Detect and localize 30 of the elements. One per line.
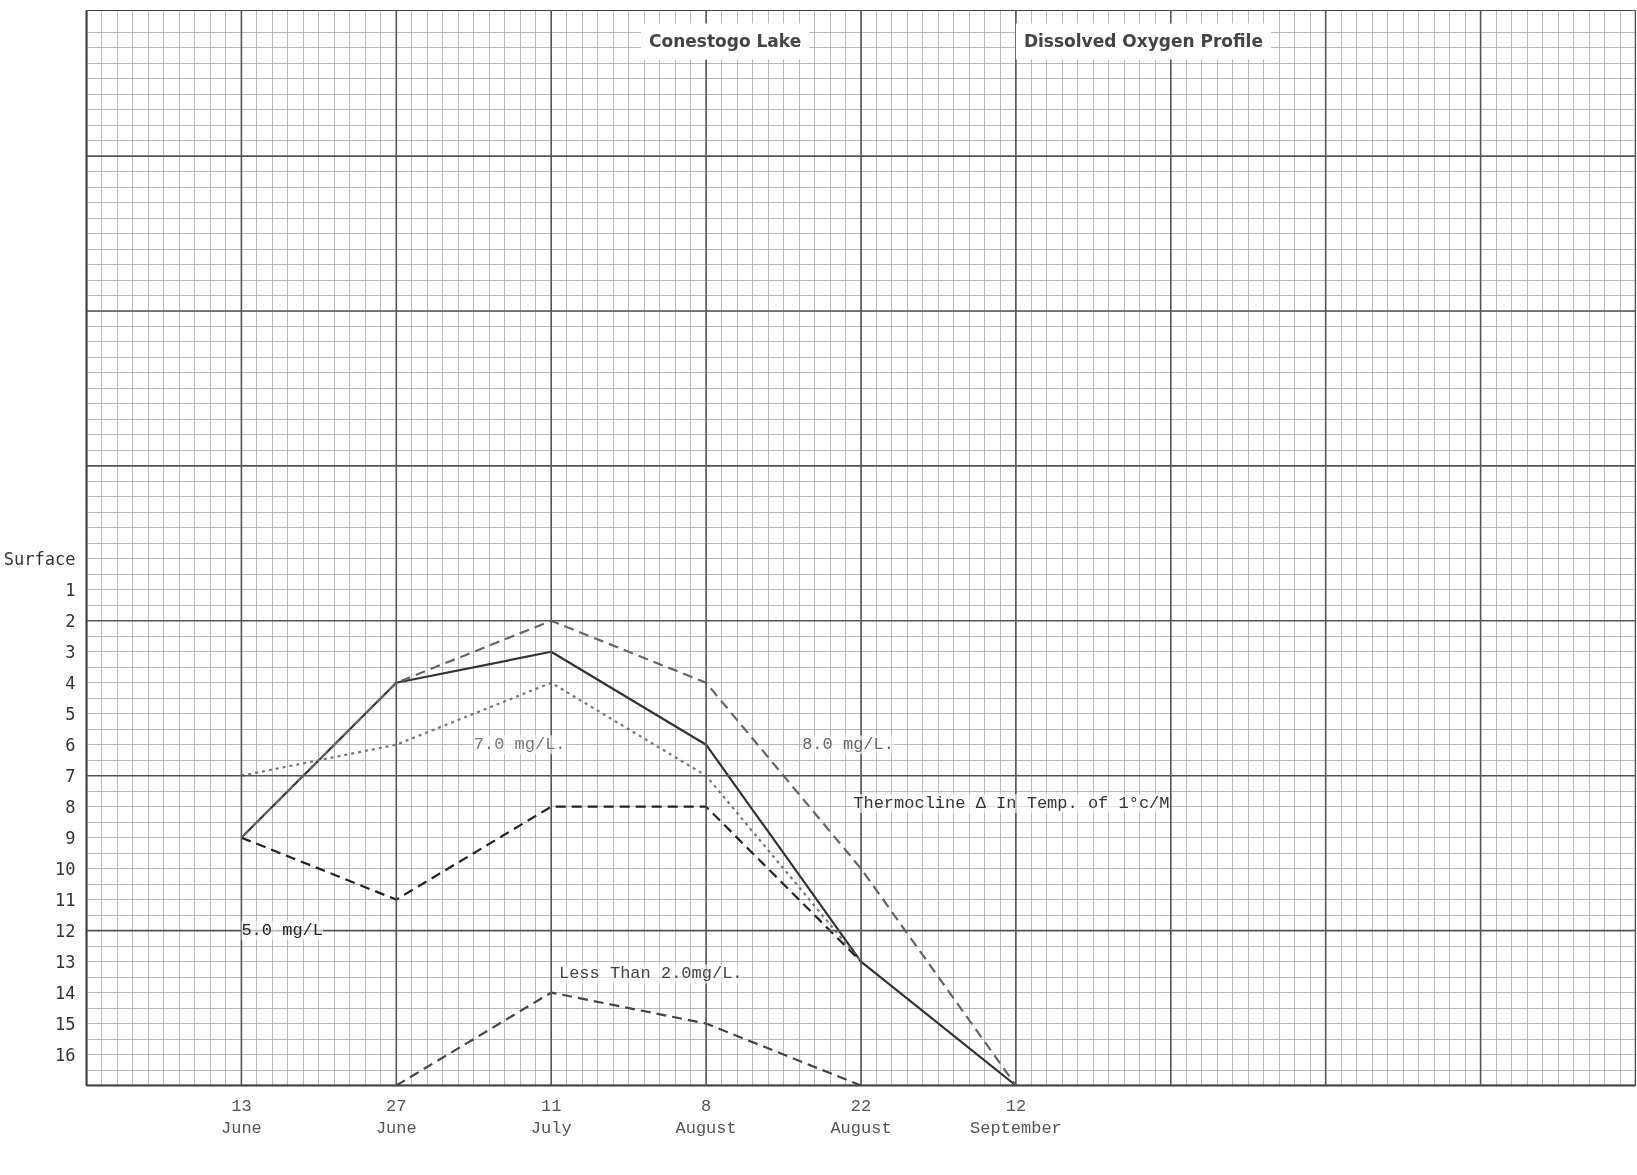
x-tick-label: 27 June [375,1096,417,1139]
text: Dissolved Oxygen Profile [1023,31,1263,52]
y-tick-label: 5 [65,703,76,724]
y-tick-label: 12 [55,920,76,941]
y-tick-label: 10 [55,858,76,879]
text: 5.0 mg/L [241,921,324,941]
series-label: 7.0 mg/L. [473,735,566,755]
y-tick-label: Surface [3,548,76,569]
y-tick-label: 14 [55,982,76,1003]
text: Conestogo Lake [649,31,802,52]
x-tick-label: 13 June [221,1096,262,1139]
y-tick-label: 4 [65,672,76,693]
y-tick-label: 1 [65,579,76,600]
y-tick-label: 2 [65,610,76,631]
y-tick-label: 6 [65,734,76,755]
y-tick-label: 15 [55,1013,76,1034]
y-tick-label: 7 [65,765,76,786]
y-tick-label: 8 [65,796,76,817]
y-tick-label: 11 [55,889,76,910]
text: Thermocline Δ In Temp. of 1°c/M [853,794,1170,814]
y-tick-label: 16 [55,1044,76,1065]
series-label: 8.0 mg/L. [802,735,894,755]
x-tick-label: 11 July [530,1096,572,1139]
y-tick-label: 9 [65,827,76,848]
y-tick-label: 3 [65,641,76,662]
x-tick-label: 12 September [969,1096,1062,1139]
series-label: Less Than 2.0mg/L. [558,964,743,984]
x-tick-label: 8 August [675,1096,737,1139]
y-tick-label: 13 [55,951,76,972]
x-tick-label: 22 August [830,1096,892,1139]
